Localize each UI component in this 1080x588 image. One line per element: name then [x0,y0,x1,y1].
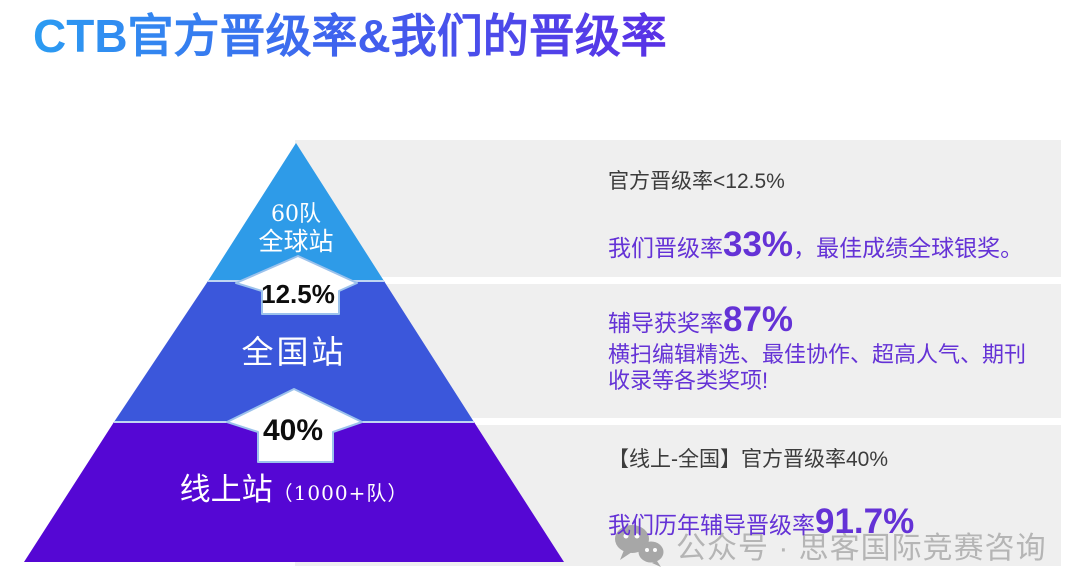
our-rate-global-post: ，最佳成绩全球银奖。 [793,235,1024,261]
tier1-label-line2: 全球站 [258,227,334,256]
award-rate-value: 87% [723,300,794,339]
wechat-icon [615,525,664,567]
our-rate-online-pre: 我们历年辅导晋级率 [608,512,815,538]
tier3-label-sub: （1000+队） [272,481,409,505]
our-rate-online-value: 91.7% [815,502,915,541]
our-rate-online: 我们历年辅导晋级率91.7% [608,504,914,539]
our-rate-global-value: 33% [723,225,794,264]
official-rate-global: 官方晋级率<12.5% [608,170,785,193]
official-rate-online: 【线上-全国】官方晋级率40% [608,448,889,471]
pyramid-tier1-shape [208,143,384,281]
tier3-label-main: 线上站 [179,472,273,508]
award-rate-pre: 辅导获奖率 [608,310,723,336]
up-arrow-1 [235,255,358,315]
award-rate: 辅导获奖率87% [608,302,793,337]
tier3-label: 线上站（1000+队） [94,475,494,506]
watermark: 公众号 · 思客国际竞赛咨询 [612,523,1047,567]
our-rate-global-pre: 我们晋级率 [608,235,723,261]
arrow1-label: 12.5% [261,279,335,309]
award-detail-line2: 收录等各类奖项! [608,368,769,393]
watermark-text: 公众号 · 思客国际竞赛咨询 [676,532,1047,565]
pyramid-tier3-shape [24,422,564,562]
arrow2-label: 40% [262,414,324,447]
tier1-label-line1: 60队 [271,202,321,227]
info-band-top [295,140,1061,277]
tier2-label: 全国站 [241,333,347,371]
our-rate-global: 我们晋级率33%，最佳成绩全球银奖。 [608,227,1023,262]
award-detail-line1: 横扫编辑精选、最佳协作、超高人气、期刊 [608,342,1027,367]
pyramid-tier2-shape [114,281,474,422]
up-arrow-2 [226,388,363,463]
page-title: CTB官方晋级率&我们的晋级率 [33,10,667,62]
